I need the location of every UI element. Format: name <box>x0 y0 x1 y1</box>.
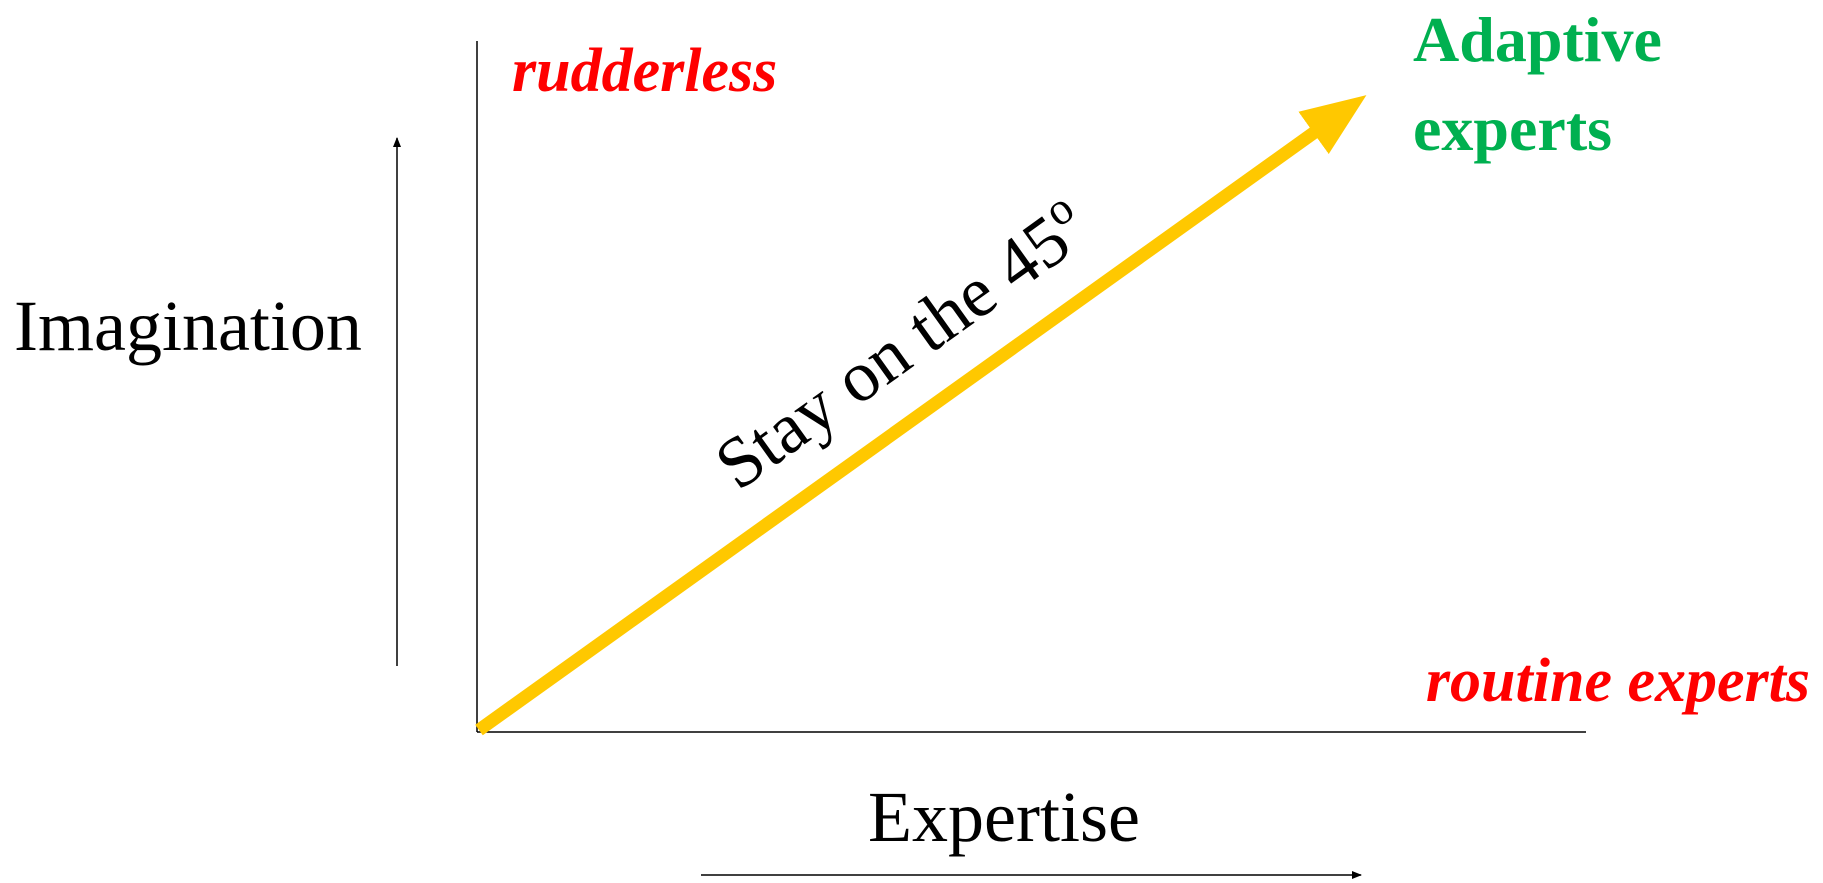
top-left-label: rudderless <box>512 37 777 105</box>
diagonal-text: Stay on the 45 <box>701 199 1084 505</box>
top-right-label: experts <box>1413 93 1612 164</box>
x-axis-label: Expertise <box>868 777 1140 857</box>
top-right-label: Adaptive <box>1413 4 1662 75</box>
diagonal-label: Stay on the 45o <box>698 182 1103 505</box>
bottom-right-label: routine experts <box>1426 647 1810 715</box>
diagonal-arrow <box>475 95 1367 736</box>
y-axis-label: Imagination <box>14 286 362 366</box>
